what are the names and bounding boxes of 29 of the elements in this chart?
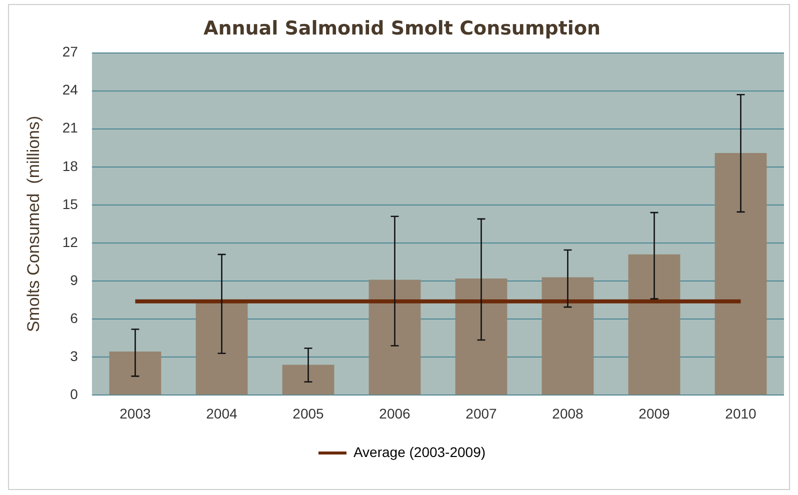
y-tick-label: 9	[70, 272, 78, 288]
chart-title: Annual Salmonid Smolt Consumption	[203, 17, 601, 40]
x-tick-label: 2005	[292, 405, 324, 422]
legend-label: Average (2003-2009)	[353, 444, 486, 460]
y-tick-label: 6	[70, 310, 78, 326]
x-tick-label: 2008	[552, 405, 584, 422]
y-tick-label: 0	[70, 386, 78, 402]
y-tick-label: 15	[62, 196, 78, 212]
bar	[109, 351, 162, 395]
y-tick-label: 12	[62, 234, 78, 250]
x-tick-label: 2009	[638, 405, 670, 422]
y-tick-label: 27	[62, 44, 78, 60]
y-tick-label: 3	[70, 348, 78, 364]
bar	[542, 277, 594, 395]
x-tick-label: 2007	[466, 405, 498, 422]
y-tick-label: 24	[62, 82, 78, 98]
y-axis-title: Smolts Consumed (millions)	[24, 116, 43, 332]
bar	[455, 278, 508, 395]
bar	[196, 302, 248, 395]
x-tick-label: 2010	[725, 405, 757, 422]
x-tick-label: 2003	[120, 405, 152, 422]
y-tick-label: 18	[62, 158, 78, 174]
bar	[368, 280, 421, 395]
x-tick-label: 2004	[206, 405, 238, 422]
y-tick-label: 21	[62, 120, 78, 136]
bar	[628, 254, 680, 395]
x-tick-label: 2006	[379, 405, 411, 422]
bar	[714, 152, 767, 395]
bar	[282, 364, 334, 395]
